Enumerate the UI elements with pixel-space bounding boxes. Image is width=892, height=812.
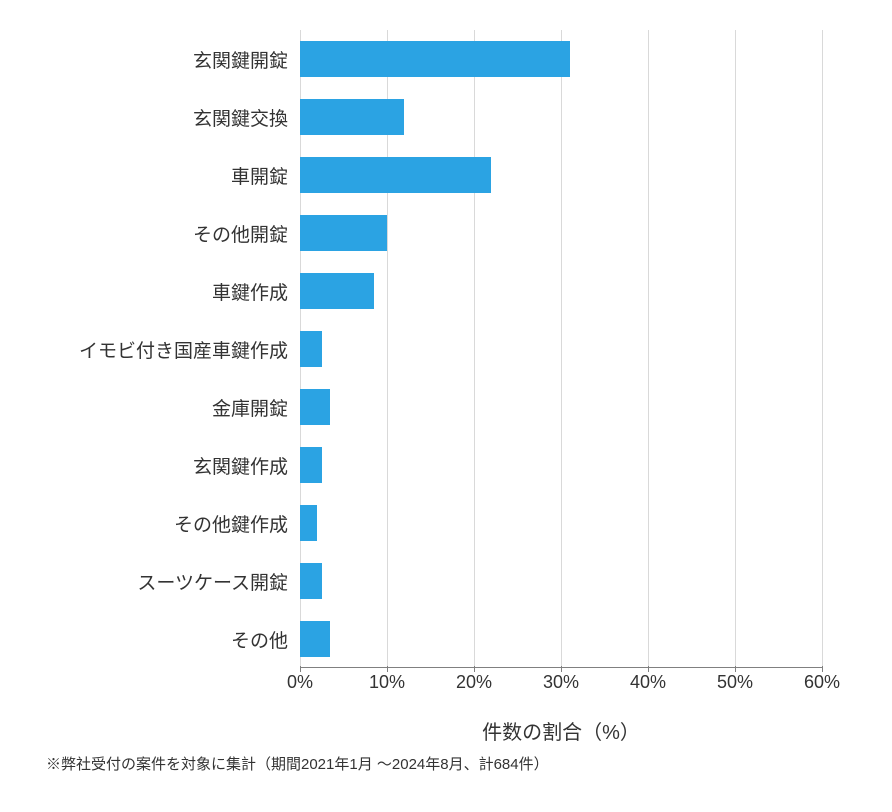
category-label: 玄関鍵交換 (40, 104, 300, 131)
bar (300, 563, 322, 599)
x-axis-title: 件数の割合（%） (300, 716, 822, 745)
chart-container: 玄関鍵開錠玄関鍵交換車開錠その他開錠車鍵作成イモビ付き国産車鍵作成金庫開錠玄関鍵… (0, 0, 892, 812)
category-label: 玄関鍵開錠 (40, 46, 300, 73)
x-ticks: 0%10%20%30%40%50%60% (300, 672, 822, 694)
gridline (822, 30, 823, 668)
category-label: 玄関鍵作成 (40, 452, 300, 479)
bar (300, 505, 317, 541)
bar-row: その他鍵作成 (300, 502, 822, 544)
chart-footnote: ※弊社受付の案件を対象に集計（期間2021年1月 ～2024年8月、計684件） (46, 753, 852, 774)
bar (300, 215, 387, 251)
bar (300, 447, 322, 483)
bar (300, 273, 374, 309)
tick-label: 40% (630, 672, 666, 693)
bar (300, 389, 330, 425)
category-label: 車鍵作成 (40, 278, 300, 305)
bar-row: 玄関鍵作成 (300, 444, 822, 486)
category-label: スーツケース開錠 (40, 568, 300, 595)
bar (300, 331, 322, 367)
category-label: イモビ付き国産車鍵作成 (40, 336, 300, 363)
tick-label: 60% (804, 672, 840, 693)
bar (300, 41, 570, 77)
bar-row: 金庫開錠 (300, 386, 822, 428)
tick-label: 20% (456, 672, 492, 693)
bar (300, 157, 491, 193)
category-label: その他 (40, 626, 300, 653)
bar-row: その他 (300, 618, 822, 660)
bar-row: 車鍵作成 (300, 270, 822, 312)
bar-row: その他開錠 (300, 212, 822, 254)
bar-row: スーツケース開錠 (300, 560, 822, 602)
tick-label: 50% (717, 672, 753, 693)
category-label: その他鍵作成 (40, 510, 300, 537)
bar-row: 玄関鍵交換 (300, 96, 822, 138)
bar-row: 玄関鍵開錠 (300, 38, 822, 80)
bar (300, 621, 330, 657)
tick-label: 10% (369, 672, 405, 693)
category-label: 金庫開錠 (40, 394, 300, 421)
tick-label: 0% (287, 672, 313, 693)
bar-row: 車開錠 (300, 154, 822, 196)
bar-row: イモビ付き国産車鍵作成 (300, 328, 822, 370)
plot-area: 玄関鍵開錠玄関鍵交換車開錠その他開錠車鍵作成イモビ付き国産車鍵作成金庫開錠玄関鍵… (300, 30, 822, 710)
bars-group: 玄関鍵開錠玄関鍵交換車開錠その他開錠車鍵作成イモビ付き国産車鍵作成金庫開錠玄関鍵… (300, 30, 822, 668)
category-label: その他開錠 (40, 220, 300, 247)
category-label: 車開錠 (40, 162, 300, 189)
bar (300, 99, 404, 135)
tick-label: 30% (543, 672, 579, 693)
